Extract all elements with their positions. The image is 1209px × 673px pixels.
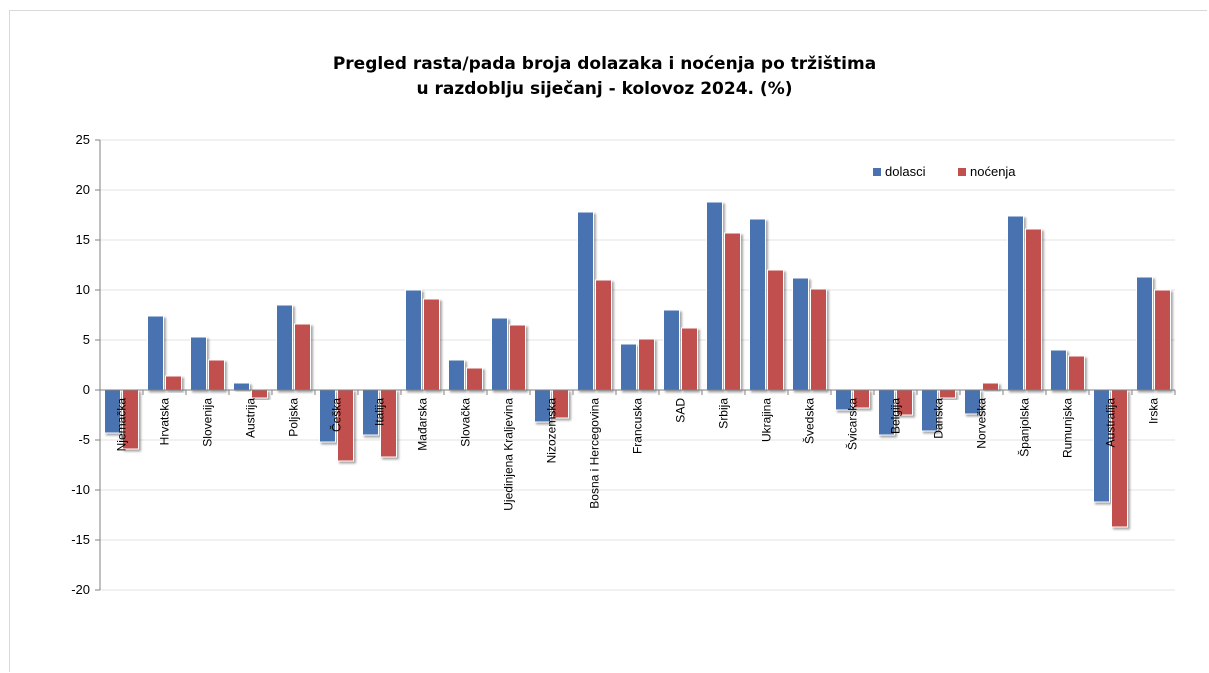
bar-nocenja [767,269,784,391]
bar-nocenja [724,232,741,391]
bar-dolasci [620,343,637,391]
category-label: Norveška [975,398,989,449]
category-label: Švicarska [845,398,860,450]
category-label: Češka [329,398,344,432]
category-label: Slovenija [201,398,215,447]
bar-nocenja [681,327,698,391]
chart-title-line2: u razdoblju siječanj - kolovoz 2024. (%) [416,79,793,99]
category-label: Belgija [889,398,903,434]
bar-nocenja [1025,228,1042,391]
bar-nocenja [1068,355,1085,391]
category-label: Mađarska [416,398,430,451]
bar-dolasci [792,277,809,391]
y-tick-label: 25 [76,132,90,147]
y-tick-label: 15 [76,232,90,247]
x-axis [99,389,1176,395]
bar-nocenja [1154,289,1171,391]
category-label: Švedska [802,398,817,444]
y-tick-label: 0 [83,382,90,397]
bar-nocenja [939,389,956,399]
category-label: Hrvatska [158,398,172,446]
bar-nocenja [294,323,311,391]
bar-nocenja [251,389,268,399]
bar-dolasci [405,289,422,391]
bar-dolasci [448,359,465,391]
category-label: Italija [373,398,387,426]
category-label: Ukrajina [760,398,774,442]
bar-dolasci [147,315,164,391]
category-label: Poljska [287,398,301,437]
bar-nocenja [982,382,999,391]
bar-dolasci [577,211,594,391]
y-tick-label: -5 [78,432,90,447]
category-label: SAD [674,398,688,423]
category-label: Australija [1104,398,1118,448]
category-label: Austrija [244,398,258,438]
legend-label: dolasci [885,164,926,179]
bar-dolasci [706,201,723,391]
category-label: Ujedinjena Kraljevina [502,398,516,511]
chart-title-line1: Pregled rasta/pada broja dolazaka i noće… [332,54,877,74]
bar-nocenja [423,298,440,391]
y-tick-label: -10 [71,482,90,497]
bar-nocenja [810,288,827,391]
bar-nocenja [638,338,655,391]
y-axis: 25 20 15 10 5 0 -5 -10 -15 -20 [71,132,101,597]
bar-nocenja [466,367,483,391]
chart-frame [9,10,1207,672]
category-label: Slovačka [459,398,473,447]
chart-title: Pregled rasta/pada broja dolazaka i noće… [0,52,1209,102]
bar-nocenja [208,359,225,391]
category-label: Španjolska [1017,398,1032,457]
bar-dolasci [276,304,293,391]
legend-swatch [958,168,966,176]
category-label: Danska [932,398,946,439]
bar-nocenja [165,375,182,391]
category-label: Srbija [717,398,731,429]
category-label: Njemačka [115,398,129,452]
bar-dolasci [1007,215,1024,391]
category-label: Irska [1147,398,1161,424]
bar-dolasci [190,336,207,391]
bar-dolasci [233,382,250,391]
bar-nocenja [509,324,526,391]
category-label: Nizozemska [545,398,559,464]
bar-dolasci [749,218,766,391]
bar-dolasci [1136,276,1153,391]
legend-swatch [873,168,881,176]
y-tick-label: 5 [83,332,90,347]
y-tick-label: 10 [76,282,90,297]
legend-label: noćenja [970,164,1016,179]
bar-dolasci [663,309,680,391]
category-label: Rumunjska [1061,398,1075,458]
legend: dolasci noćenja [873,164,1016,179]
bar-nocenja [595,279,612,391]
y-tick-label: -20 [71,582,90,597]
y-tick-label: -15 [71,532,90,547]
y-tick-label: 20 [76,182,90,197]
bars [104,201,1171,528]
category-label: Francuska [631,398,645,454]
category-labels: Njemačka Hrvatska Slovenija Austrija Poljska… [115,398,1161,511]
category-label: Bosna i Hercegovina [588,398,602,509]
gridlines [100,139,1175,591]
bar-dolasci [1050,349,1067,391]
bar-dolasci [491,317,508,391]
